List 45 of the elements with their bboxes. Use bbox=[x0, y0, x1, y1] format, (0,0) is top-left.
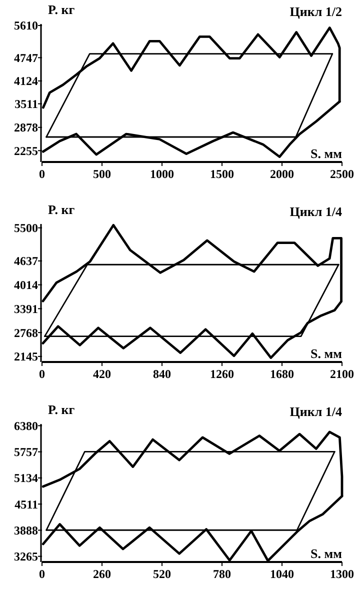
y-axis-title: P. кг bbox=[48, 202, 75, 217]
y-tick-label: 5610 bbox=[14, 18, 38, 33]
x-tick-label: 260 bbox=[93, 567, 111, 581]
x-tick-label: 520 bbox=[153, 567, 171, 581]
y-tick-label: 2255 bbox=[14, 144, 38, 158]
y-tick-label: 2878 bbox=[14, 120, 38, 135]
y-tick-label: 3391 bbox=[14, 302, 38, 316]
chart-title: Цикл 1/4 bbox=[290, 404, 342, 419]
x-axis-title: S. мм bbox=[310, 546, 342, 561]
x-tick-label: 500 bbox=[93, 167, 111, 181]
y-axis-title: P. кг bbox=[48, 402, 75, 417]
x-axis-title: S. мм bbox=[310, 146, 342, 161]
y-tick-label: 4637 bbox=[14, 254, 38, 268]
y-tick-label: 3265 bbox=[14, 550, 38, 564]
x-tick-label: 2100 bbox=[330, 367, 354, 381]
y-tick-label: 5500 bbox=[14, 221, 38, 236]
chart-title: Цикл 1/4 bbox=[290, 204, 342, 219]
x-tick-label: 0 bbox=[39, 567, 45, 581]
x-tick-label: 1680 bbox=[270, 367, 294, 381]
y-tick-label: 2768 bbox=[14, 326, 38, 340]
x-tick-label: 1260 bbox=[210, 367, 234, 381]
y-tick-label: 2145 bbox=[14, 350, 38, 364]
x-tick-label: 0 bbox=[39, 167, 45, 181]
y-tick-label: 4014 bbox=[14, 278, 38, 292]
x-tick-label: 0 bbox=[39, 367, 45, 381]
y-tick-label: 6380 bbox=[14, 418, 38, 433]
y-tick-label: 3511 bbox=[14, 96, 38, 111]
x-tick-label: 1300 bbox=[330, 567, 354, 581]
x-tick-label: 2000 bbox=[270, 167, 294, 181]
x-tick-label: 1000 bbox=[150, 167, 174, 181]
y-tick-label: 4511 bbox=[14, 497, 38, 512]
y-tick-label: 3888 bbox=[14, 523, 38, 538]
y-tick-label: 4747 bbox=[14, 50, 38, 65]
y-axis-title: P. кг bbox=[48, 2, 75, 17]
x-axis-title: S. мм bbox=[310, 346, 342, 361]
x-tick-label: 420 bbox=[93, 367, 111, 381]
x-tick-label: 840 bbox=[153, 367, 171, 381]
chart-title: Цикл 1/2 bbox=[290, 4, 342, 19]
x-tick-label: 1500 bbox=[210, 167, 234, 181]
y-tick-label: 5757 bbox=[14, 445, 38, 460]
y-tick-label: 5134 bbox=[14, 471, 38, 486]
y-tick-label: 4124 bbox=[14, 74, 38, 88]
x-tick-label: 2500 bbox=[330, 167, 354, 181]
x-tick-label: 780 bbox=[213, 567, 231, 581]
x-tick-label: 1040 bbox=[270, 567, 294, 581]
